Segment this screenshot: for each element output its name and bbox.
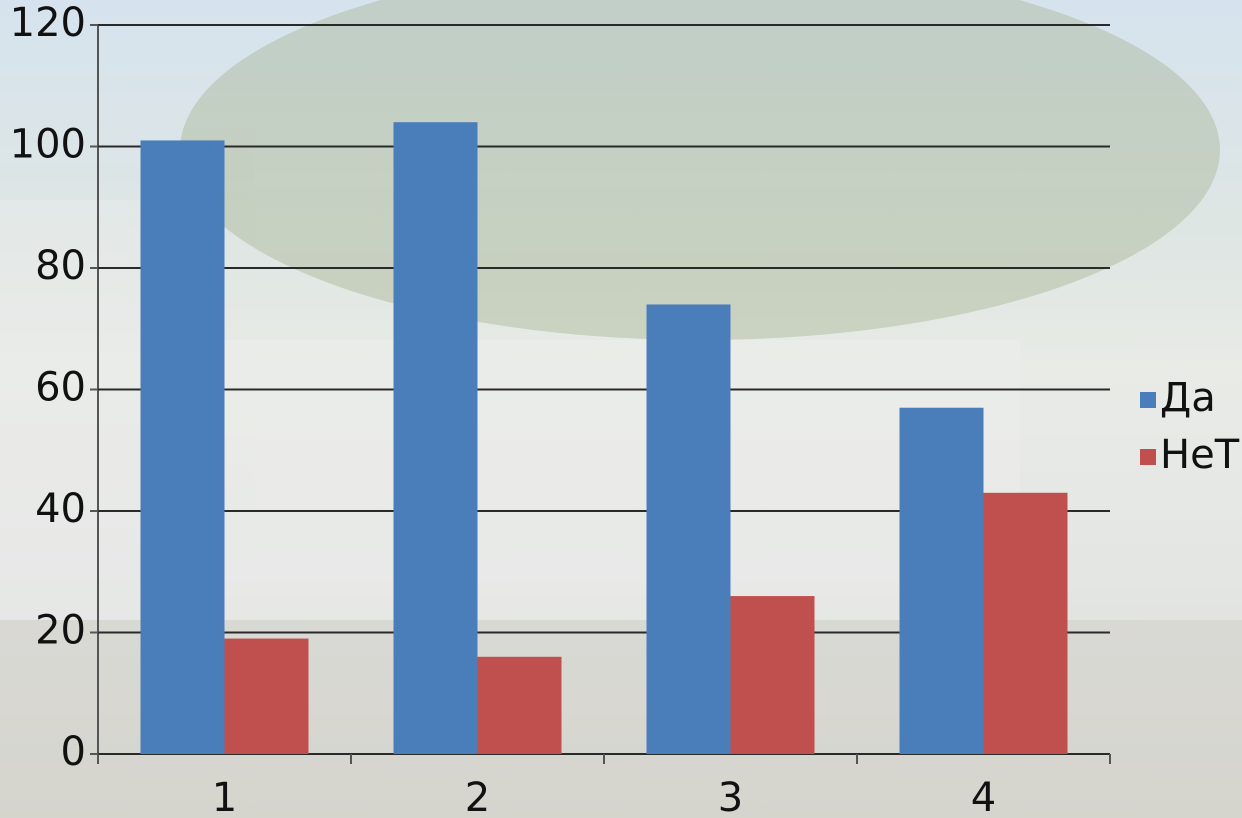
bar [899, 407, 984, 754]
bar [983, 492, 1068, 754]
x-tick-label: 1 [212, 775, 237, 818]
y-tick-label: 40 [35, 486, 86, 532]
y-tick-label: 20 [35, 608, 86, 654]
legend-swatch [1140, 392, 1156, 408]
legend-label: НеТ [1160, 432, 1240, 478]
x-tick-label: 4 [971, 775, 996, 818]
x-tick-label: 3 [718, 775, 743, 818]
legend-label: Да [1160, 375, 1216, 421]
bar [224, 638, 309, 754]
bar [393, 122, 478, 754]
y-tick-label: 80 [35, 243, 86, 289]
building-left [0, 200, 140, 620]
y-tick-label: 100 [10, 122, 86, 168]
bar [646, 304, 731, 754]
tree-canopy [180, 0, 1220, 340]
bar [730, 596, 815, 754]
y-tick-label: 60 [35, 365, 86, 411]
x-tick-label: 2 [465, 775, 490, 818]
legend-swatch [1140, 449, 1156, 465]
bar [477, 656, 562, 754]
building [220, 340, 1020, 620]
y-tick-label: 120 [10, 0, 86, 46]
y-tick-label: 0 [61, 729, 86, 775]
bar [140, 140, 225, 755]
